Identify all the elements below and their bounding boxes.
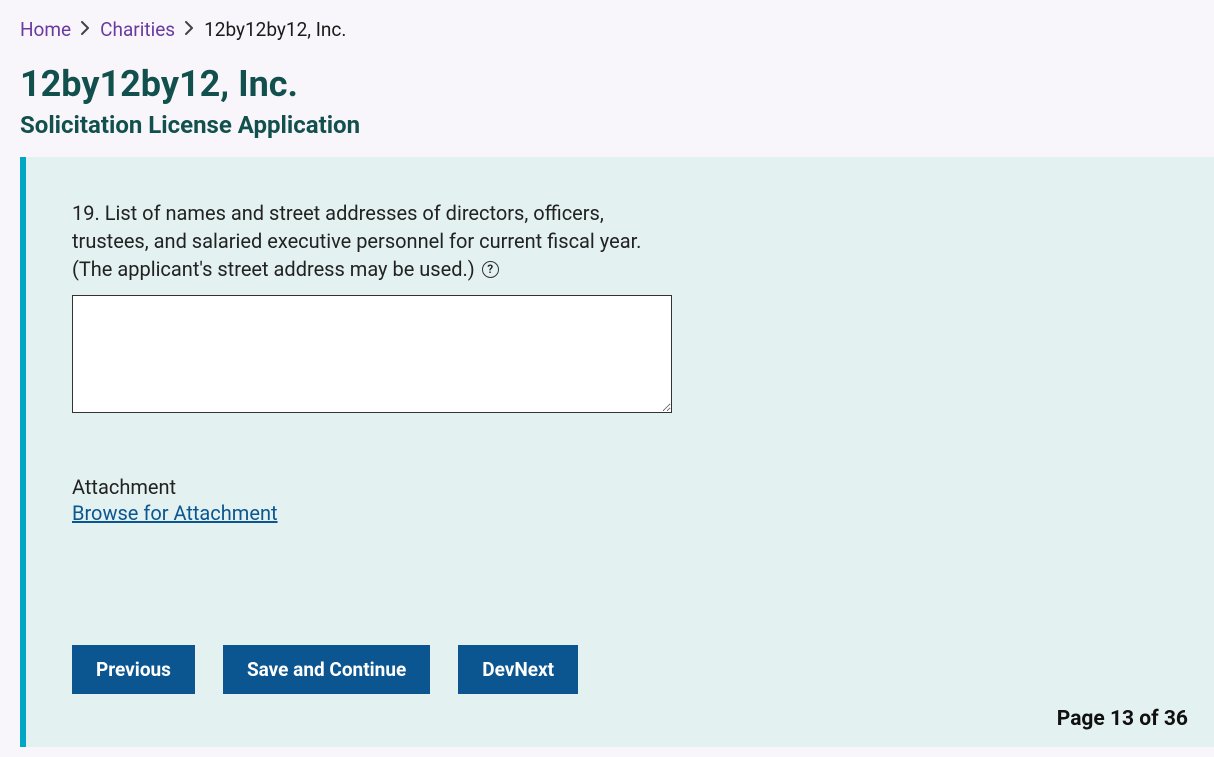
question-text: 19. List of names and street addresses o…: [72, 201, 641, 281]
devnext-button[interactable]: DevNext: [458, 645, 578, 694]
breadcrumb: Home Charities 12by12by12, Inc.: [0, 0, 1214, 53]
page-title: 12by12by12, Inc.: [20, 63, 1194, 105]
attachment-section: Attachment Browse for Attachment: [72, 475, 1168, 525]
page-header: 12by12by12, Inc. Solicitation License Ap…: [0, 53, 1214, 157]
question-label: 19. List of names and street addresses o…: [72, 199, 672, 283]
page-indicator: Page 13 of 36: [1057, 707, 1188, 731]
form-panel: 19. List of names and street addresses o…: [20, 157, 1214, 747]
page-subtitle: Solicitation License Application: [20, 111, 1194, 139]
chevron-right-icon: [185, 20, 194, 39]
button-row: Previous Save and Continue DevNext: [72, 645, 1168, 694]
browse-attachment-link[interactable]: Browse for Attachment: [72, 501, 278, 525]
breadcrumb-current: 12by12by12, Inc.: [204, 18, 346, 41]
save-continue-button[interactable]: Save and Continue: [223, 645, 430, 694]
previous-button[interactable]: Previous: [72, 645, 195, 694]
breadcrumb-home[interactable]: Home: [20, 18, 71, 41]
chevron-right-icon: [81, 20, 90, 39]
directors-textarea[interactable]: [72, 295, 672, 413]
help-icon[interactable]: ?: [482, 261, 499, 278]
breadcrumb-charities[interactable]: Charities: [100, 18, 175, 41]
attachment-label: Attachment: [72, 475, 1168, 499]
